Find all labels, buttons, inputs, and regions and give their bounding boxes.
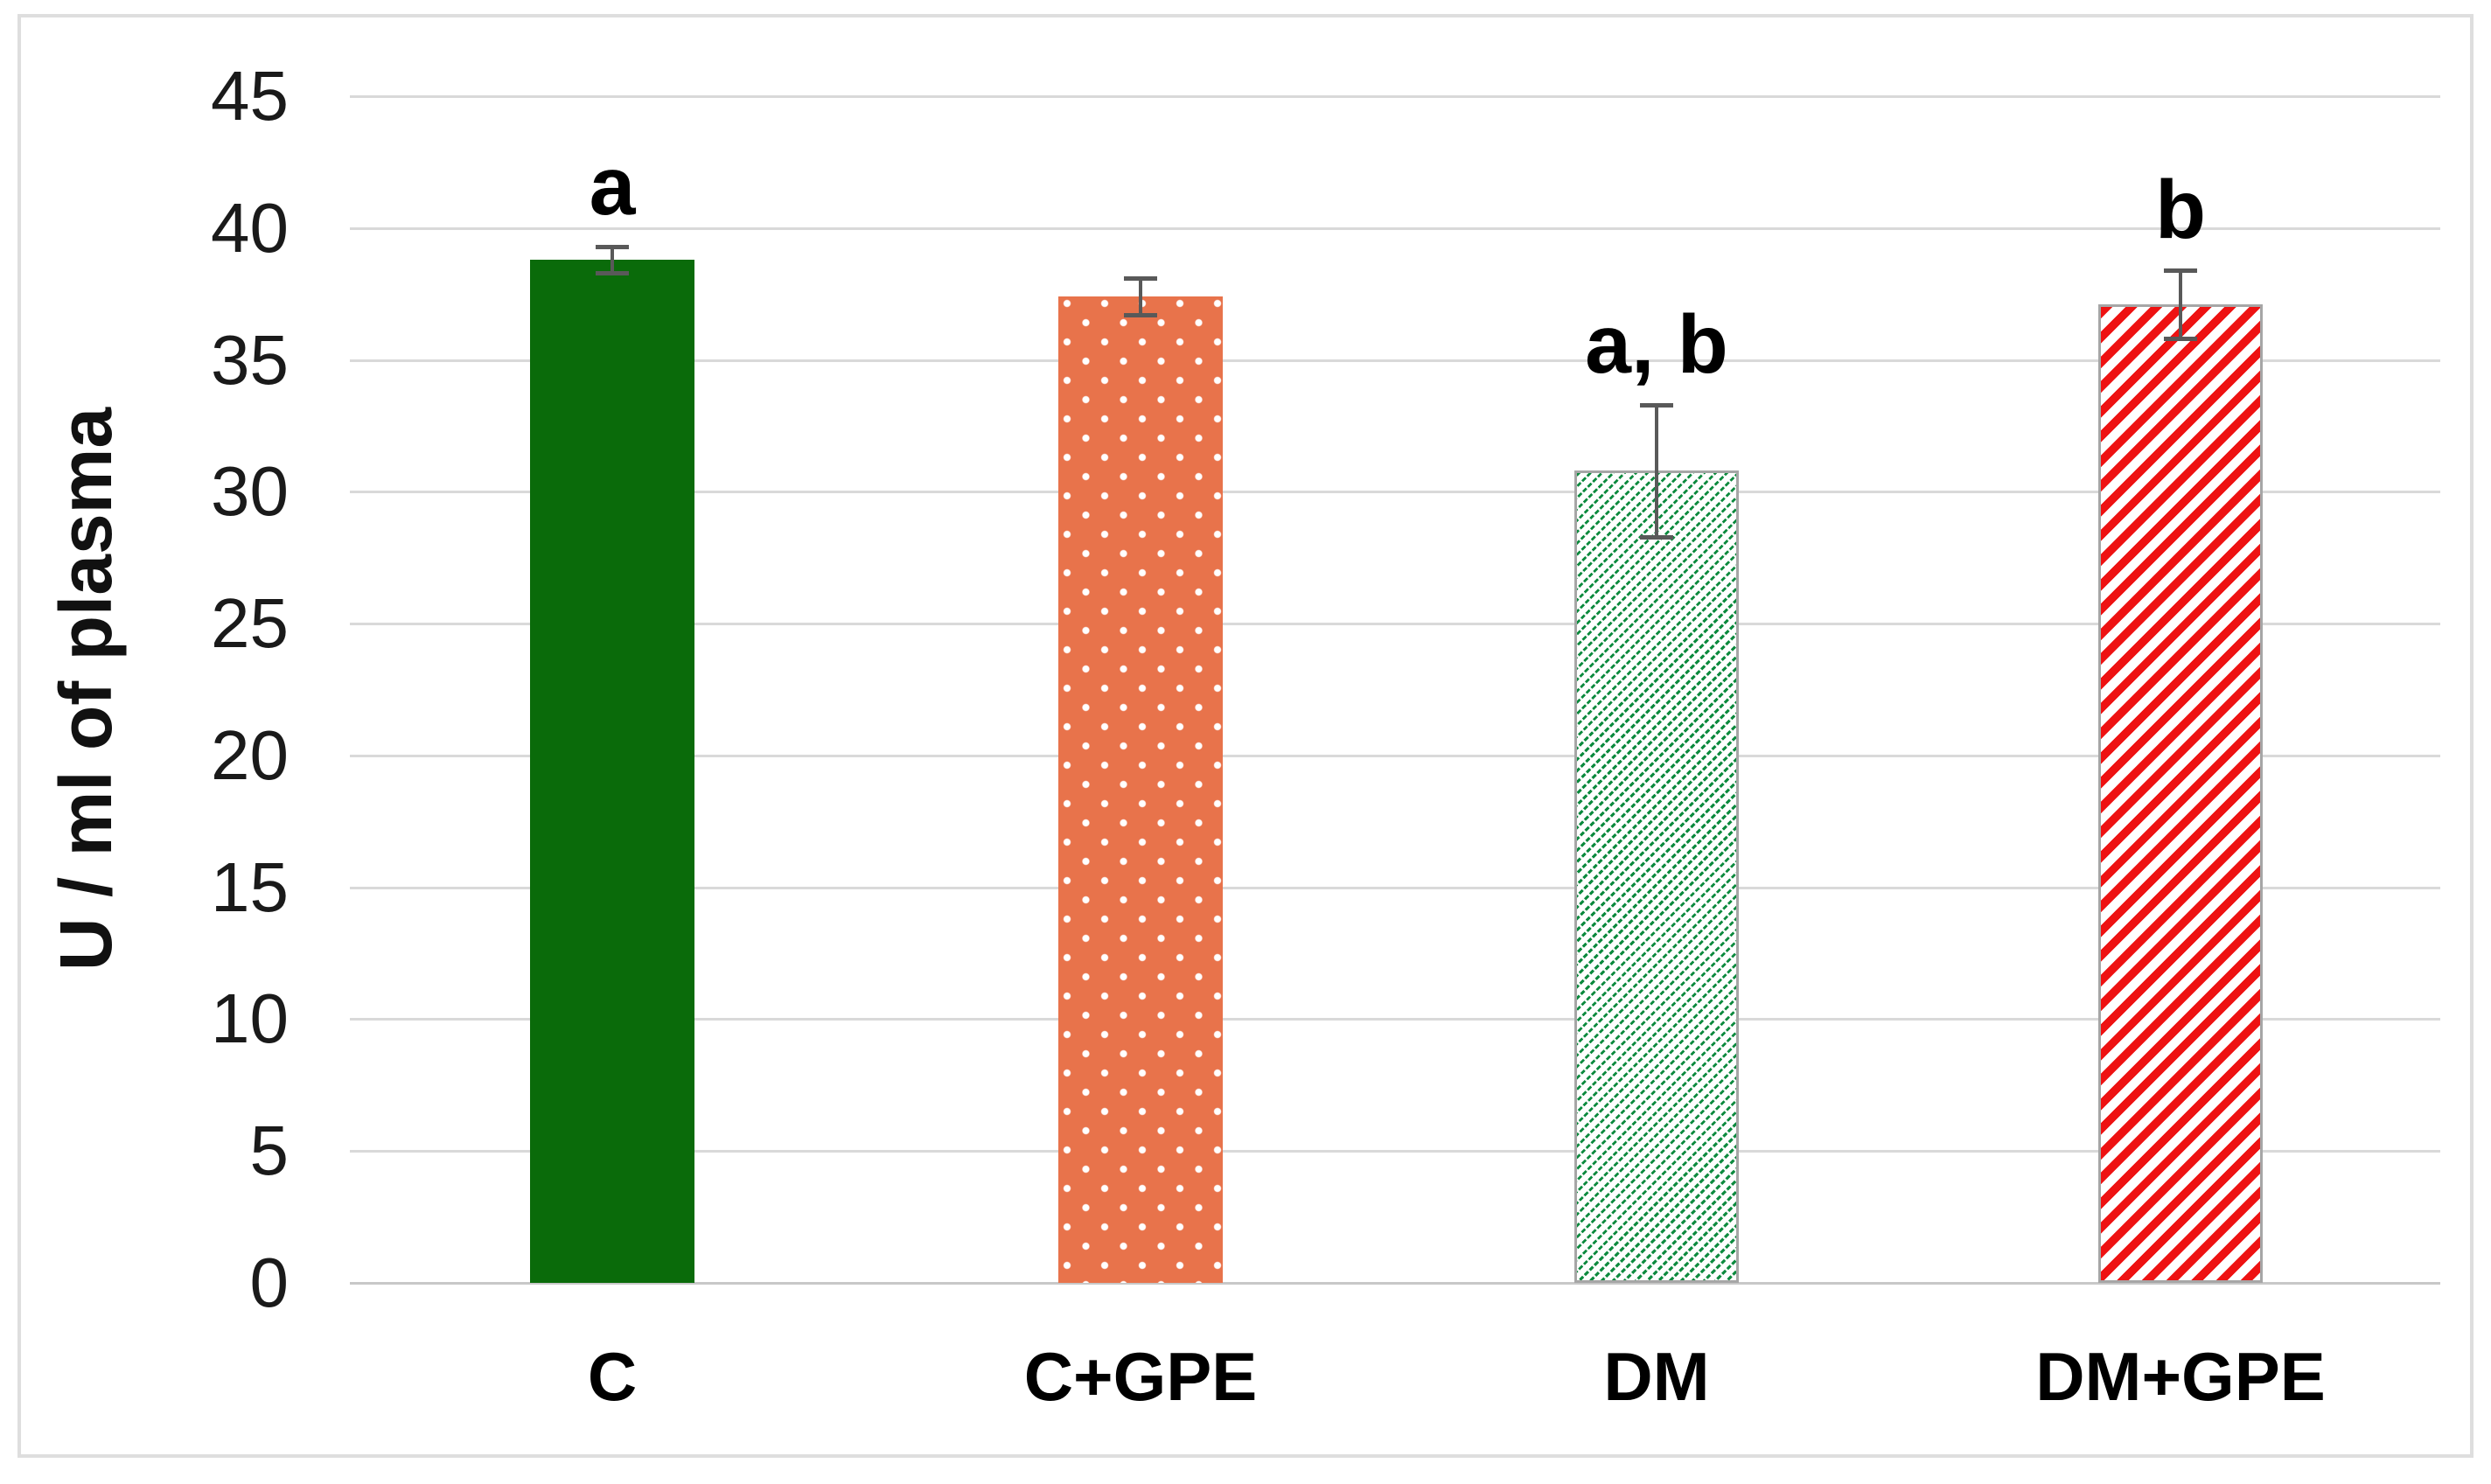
y-axis-tick-label: 15 xyxy=(211,847,289,926)
y-axis-tick-label: 35 xyxy=(211,320,289,399)
error-bar-whisker xyxy=(2179,270,2182,339)
y-axis-tick-label: 0 xyxy=(249,1244,290,1321)
gridline xyxy=(350,754,2440,757)
x-axis-category-label: DM+GPE xyxy=(2035,1338,2326,1415)
bar-C+GPE xyxy=(1058,296,1223,1283)
significance-annotation: a xyxy=(589,139,636,233)
error-bar-cap-top xyxy=(2164,268,2197,274)
error-bar-whisker xyxy=(1139,278,1142,316)
bar-DM xyxy=(1574,470,1739,1283)
y-axis-tick-label: 20 xyxy=(211,715,289,794)
error-bar-cap-top xyxy=(1640,402,1673,408)
x-axis-category-label: DM xyxy=(1603,1338,1710,1415)
error-bar-cap-top xyxy=(1124,276,1157,282)
bar-C xyxy=(530,259,694,1283)
gridline xyxy=(350,226,2440,230)
y-axis-tick-label: 10 xyxy=(211,979,289,1058)
y-axis-tick-label: 5 xyxy=(249,1111,290,1190)
y-axis-tick-label: 30 xyxy=(211,452,289,531)
gridline xyxy=(350,1150,2440,1153)
bar-DM+GPE xyxy=(2098,304,2263,1283)
gridline xyxy=(350,359,2440,362)
significance-annotation: a, b xyxy=(1585,297,1728,391)
y-axis-tick-label: 40 xyxy=(211,188,289,267)
gridline xyxy=(350,1282,2440,1285)
error-bar-whisker xyxy=(1655,404,1658,537)
x-axis-category-label: C xyxy=(587,1338,638,1415)
error-bar-cap-top xyxy=(596,244,629,249)
error-bar-whisker xyxy=(611,246,614,274)
error-bar-cap-bottom xyxy=(1640,534,1673,540)
x-axis-category-label: C+GPE xyxy=(1023,1338,1258,1415)
gridline xyxy=(350,1018,2440,1021)
y-axis-title: U / ml of plasma xyxy=(45,407,127,972)
error-bar-cap-bottom xyxy=(1124,313,1157,318)
error-bar-cap-bottom xyxy=(596,271,629,276)
gridline xyxy=(350,95,2440,98)
gridline xyxy=(350,623,2440,626)
gridline xyxy=(350,491,2440,494)
y-axis-tick-label: 45 xyxy=(211,57,289,135)
error-bar-cap-bottom xyxy=(2164,337,2197,342)
gridline xyxy=(350,886,2440,889)
chart-border-frame xyxy=(17,14,2474,1458)
y-axis-tick-label: 25 xyxy=(211,584,289,663)
significance-annotation: b xyxy=(2154,164,2207,257)
